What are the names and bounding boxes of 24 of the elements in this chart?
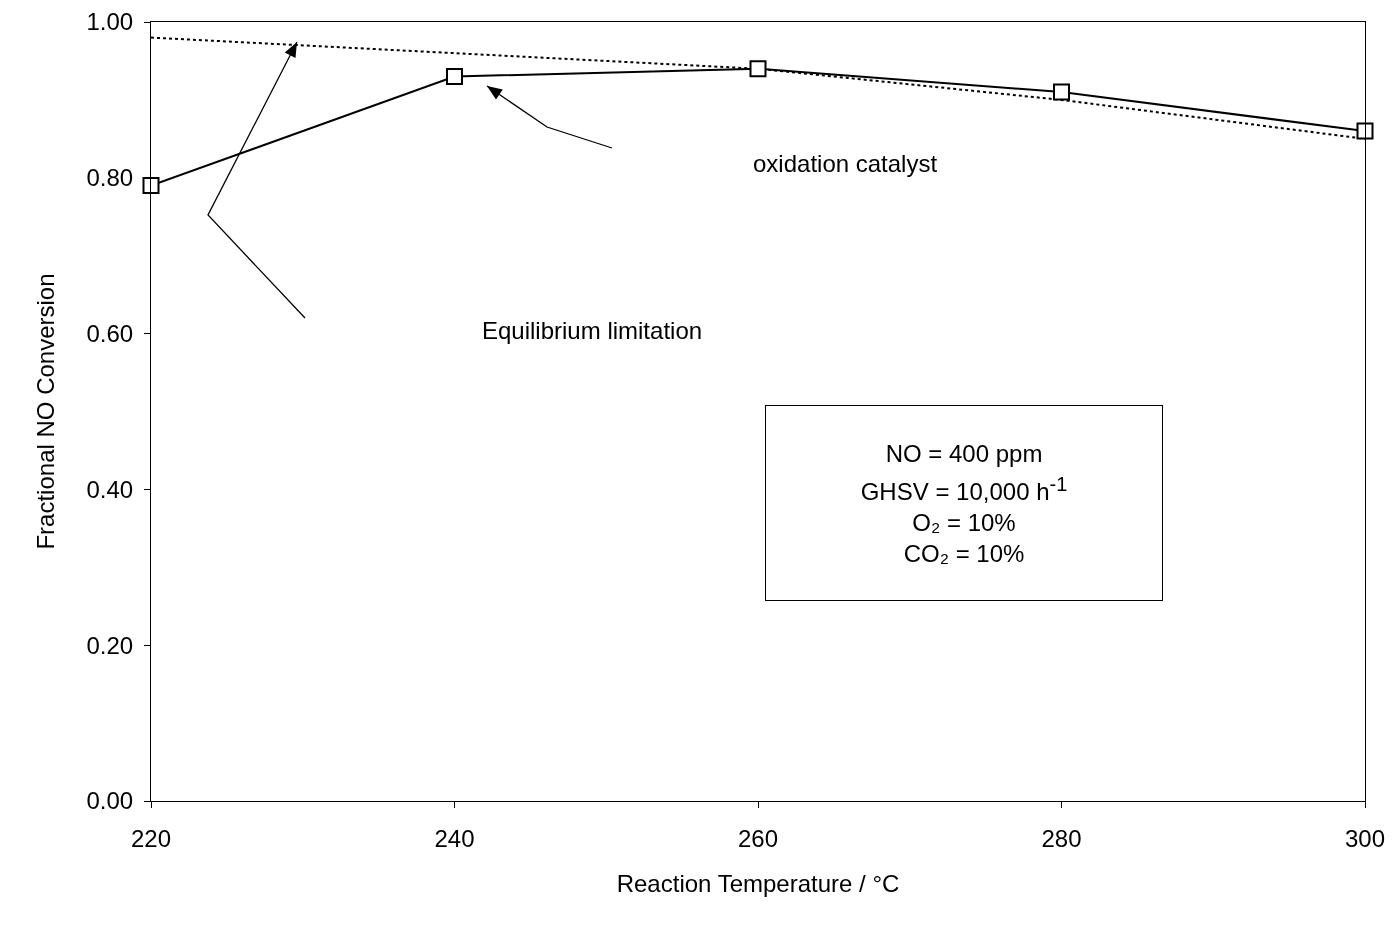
y-tick-label: 0.20	[86, 631, 134, 659]
x-tick-label: 240	[434, 824, 475, 852]
x-tick-label: 300	[1344, 824, 1386, 852]
annotation: GHSV = 10,000 h$^{-1}$	[860, 471, 1068, 507]
x-tick-label: 280	[1041, 824, 1082, 852]
x-axis-title: Reaction Temperature / °C	[616, 870, 900, 898]
y-tick-label: 1.00	[86, 8, 134, 36]
point	[142, 177, 160, 195]
annotation: NO = 400 ppm	[885, 438, 1043, 469]
y-tick-label: 0.60	[86, 320, 134, 347]
annotation: O₂ = 10%	[912, 507, 1016, 538]
annotation: oxidation catalyst	[753, 150, 938, 177]
y-tick-label: 0.80	[86, 164, 134, 192]
point	[446, 68, 463, 86]
point	[1053, 83, 1070, 101]
point	[1356, 122, 1374, 140]
y-tick-label: 0.40	[86, 475, 134, 503]
y-tick-label: 0.00	[86, 787, 134, 815]
point	[749, 60, 767, 78]
y-axis-title: Fractional NO Conversion	[32, 273, 60, 550]
x-tick-label: 260	[737, 824, 779, 852]
annotation: CO₂ = 10%	[903, 538, 1025, 569]
annotation: Equilibrium limitation	[482, 317, 703, 344]
x-tick-label: 220	[130, 824, 172, 852]
